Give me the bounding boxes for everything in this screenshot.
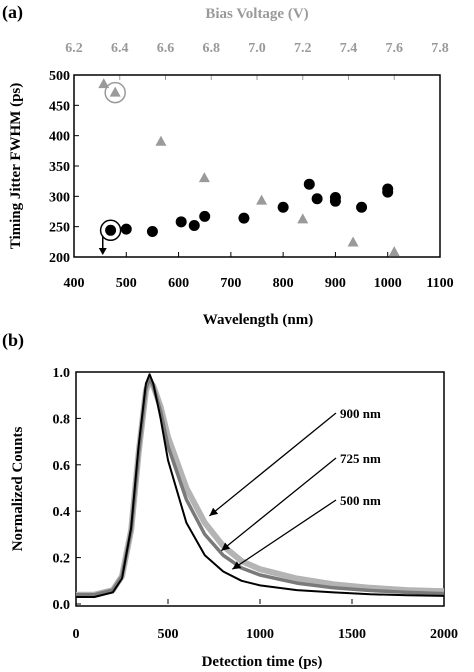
panel-b-y-axis-label: Normalized Counts [10, 427, 26, 552]
panel-a-markers [98, 78, 400, 257]
x-tick-label: 1000 [374, 276, 402, 291]
panel-b-y-tick-labels: 0.0 0.2 0.4 0.6 0.8 1.0 [53, 366, 81, 613]
y-tick-label: 250 [49, 221, 70, 236]
wavelength-data-point [277, 201, 289, 213]
wavelength-data-point [199, 210, 211, 222]
panel-b-x-axis-label: Detection time (ps) [202, 654, 323, 670]
annotation-arrow-head [209, 507, 219, 516]
x-tick-label: 1000 [246, 627, 274, 642]
highlight-circle [99, 219, 122, 242]
y-tick-label: 0.6 [53, 459, 71, 474]
top-tick-label: 6.6 [157, 41, 175, 56]
wavelength-data-point [188, 219, 200, 231]
y-tick-label: 0.2 [53, 552, 71, 567]
bias-voltage-data-point [109, 86, 121, 97]
wavelength-data-point [356, 201, 368, 213]
x-tick-label: 700 [220, 276, 241, 291]
wavelength-data-point [238, 212, 250, 224]
wavelength-data-point [120, 223, 132, 235]
y-tick-label: 0.8 [53, 412, 71, 427]
series-annotation-label: 725 nm [340, 451, 381, 466]
x-tick-label: 600 [168, 276, 189, 291]
bias-voltage-data-point [198, 172, 210, 183]
y-tick-label: 400 [49, 130, 70, 145]
x-tick-label: 500 [158, 627, 179, 642]
top-tick-label: 7.0 [248, 41, 266, 56]
wavelength-data-point [382, 186, 394, 198]
x-tick-label: 1100 [426, 276, 453, 291]
panel-b-annotations: 900 nm 725 nm 500 nm [208, 406, 381, 570]
bias-voltage-data-point [388, 246, 400, 257]
series-line [76, 373, 445, 598]
top-tick-label: 6.2 [65, 41, 83, 56]
top-tick-label: 6.4 [111, 41, 129, 56]
panel-a-x-axis-label: Wavelength (nm) [203, 312, 313, 328]
top-tick-label: 7.4 [340, 41, 358, 56]
panel-a-top-tick-labels: 6.2 6.4 6.6 6.8 7.0 7.2 7.4 7.6 7.8 [65, 41, 449, 80]
y-tick-label: 1.0 [53, 366, 71, 381]
y-tick-label: 300 [49, 190, 70, 205]
top-tick-label: 7.8 [431, 41, 449, 56]
x-tick-label: 800 [273, 276, 294, 291]
x-tick-label: 400 [64, 276, 85, 291]
series-line [76, 377, 445, 597]
highlight-circle [104, 81, 126, 104]
down-arrow-head [98, 247, 107, 255]
panel-a-top-axis-label: Bias Voltage (V) [205, 6, 308, 22]
y-tick-label: 500 [49, 69, 70, 84]
x-tick-label: 2000 [430, 627, 458, 642]
panel-a-y-tick-labels: 200 250 300 350 400 450 500 [49, 69, 79, 266]
wavelength-data-point [303, 178, 315, 190]
wavelength-data-point [175, 216, 187, 228]
annotation-arrow-head [232, 561, 242, 570]
y-tick-label: 350 [49, 160, 70, 175]
annotation-arrow-head [221, 542, 231, 551]
bias-voltage-data-point [347, 236, 359, 247]
panel-a-label: (a) [2, 2, 23, 23]
top-tick-label: 7.2 [294, 41, 312, 56]
panel-b-plot-frame [75, 371, 445, 607]
y-tick-label: 200 [49, 251, 70, 266]
panel-b-x-tick-labels: 0 500 1000 1500 2000 [73, 599, 458, 642]
wavelength-data-point [146, 226, 158, 238]
panel-a-y-axis-label: Timing Jitter FWHM (ps) [8, 83, 24, 250]
bias-voltage-data-point [98, 78, 110, 89]
bias-voltage-data-point [155, 135, 167, 146]
bias-voltage-data-point [297, 213, 309, 224]
panel-a-x-tick-labels: 400 500 600 700 800 900 1000 1100 [64, 252, 454, 291]
series-line [76, 378, 445, 598]
series-annotation-label: 500 nm [340, 493, 381, 508]
x-tick-label: 500 [116, 276, 137, 291]
panel-b-curves [76, 373, 445, 598]
annotation-arrow-line [232, 499, 337, 570]
x-tick-label: 900 [325, 276, 346, 291]
x-tick-label: 1500 [338, 627, 366, 642]
annotation-arrow-line [208, 412, 337, 517]
series-annotation-label: 900 nm [340, 406, 381, 421]
y-tick-label: 0.4 [53, 505, 71, 520]
wavelength-data-point [105, 224, 117, 236]
panel-b-label: (b) [2, 330, 24, 351]
wavelength-data-point [311, 193, 323, 205]
bias-voltage-data-point [256, 194, 268, 205]
annotation-arrow-line [220, 457, 337, 552]
wavelength-data-point [329, 195, 341, 207]
top-tick-label: 6.8 [203, 41, 221, 56]
x-tick-label: 0 [73, 627, 80, 642]
y-tick-label: 450 [49, 99, 70, 114]
y-tick-label: 0.0 [53, 598, 71, 613]
top-tick-label: 7.6 [386, 41, 404, 56]
